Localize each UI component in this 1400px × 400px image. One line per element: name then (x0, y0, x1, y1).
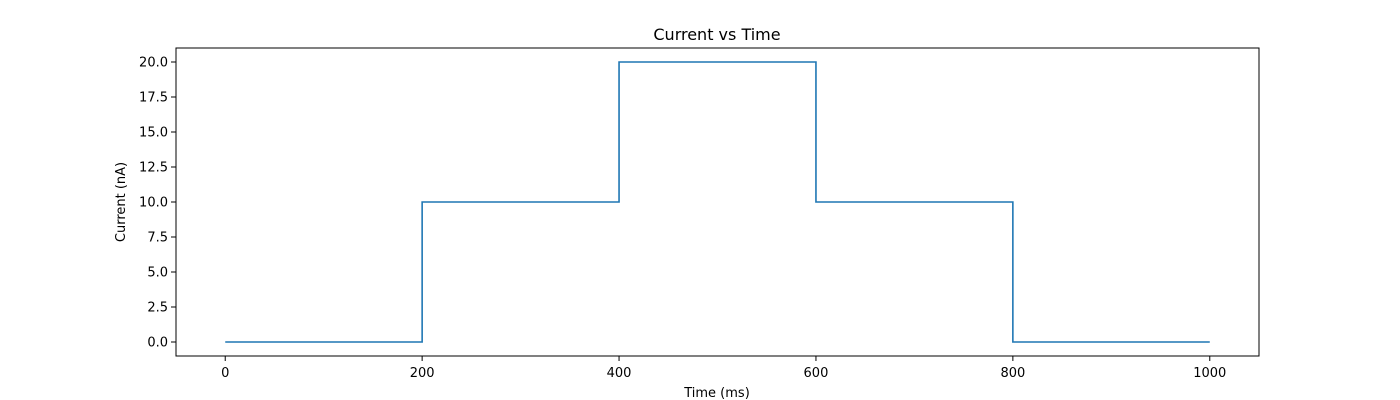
y-tick-label: 7.5 (147, 231, 168, 246)
x-tick-label: 800 (1000, 366, 1025, 381)
x-axis-label: Time (ms) (683, 386, 750, 400)
x-tick-label: 0 (221, 366, 229, 381)
x-tick-label: 600 (804, 366, 829, 381)
series-layer (225, 61, 1210, 343)
y-tick-label: 20.0 (139, 56, 168, 71)
x-tick-label: 1000 (1193, 366, 1226, 381)
y-axis-label: Current (nA) (114, 162, 129, 242)
y-tick-label: 5.0 (147, 266, 168, 281)
y-axis-ticks: 0.0 2.5 5.0 7.5 10.0 12.5 15.0 17.5 20.0 (139, 56, 176, 351)
plot-area-frame (175, 47, 1260, 357)
y-tick-label: 15.0 (139, 126, 168, 141)
y-tick-label: 0.0 (147, 336, 168, 351)
x-tick-label: 400 (607, 366, 632, 381)
y-tick-label: 2.5 (147, 301, 168, 316)
y-tick-label: 17.5 (139, 91, 168, 106)
current-series-line (225, 61, 1210, 343)
y-tick-label: 12.5 (139, 161, 168, 176)
x-tick-label: 200 (410, 366, 435, 381)
x-axis-ticks: 0 200 400 600 800 1000 (221, 356, 1226, 381)
y-tick-label: 10.0 (139, 196, 168, 211)
chart-title: Current vs Time (653, 25, 780, 44)
